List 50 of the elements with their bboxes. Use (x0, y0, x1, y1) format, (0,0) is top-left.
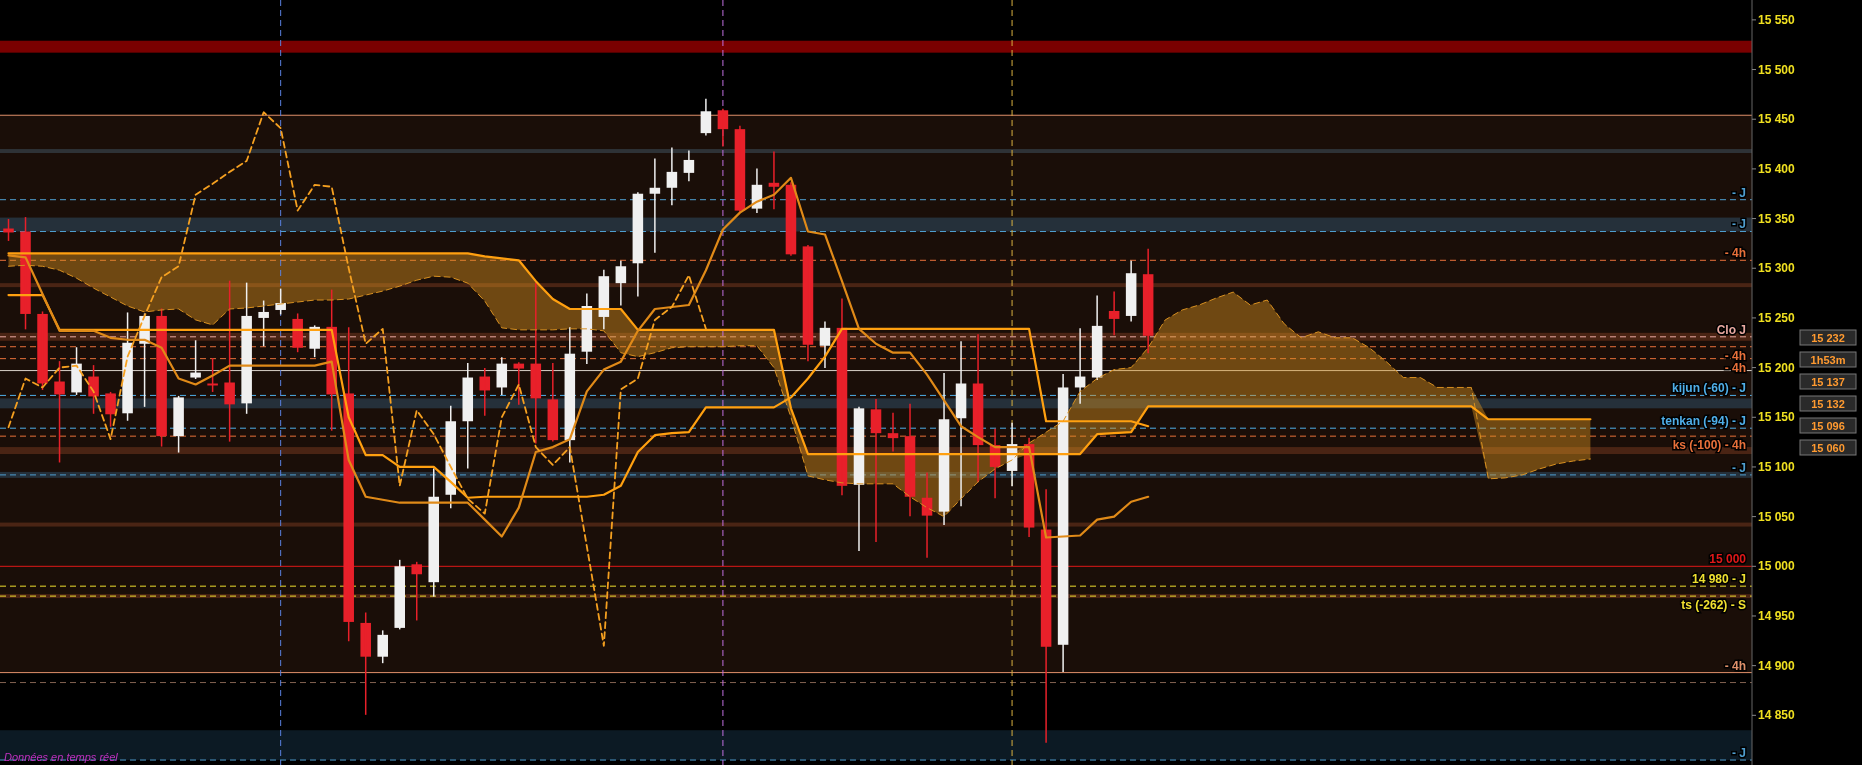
candlestick (156, 307, 167, 448)
y-tick-label: 15 250 (1758, 310, 1796, 325)
text: 15 060 (1811, 441, 1845, 454)
ref-line-label: 15 000 (1709, 552, 1747, 567)
candlestick (190, 339, 201, 380)
ref-line-label: - J (1731, 185, 1746, 200)
ref-line-label: - 4h (1724, 658, 1746, 673)
text: 15 232 (1811, 331, 1845, 344)
y-tick-label: 15 550 (1758, 12, 1796, 27)
candlestick (258, 299, 269, 347)
ref-line-label: - J (1731, 217, 1746, 232)
y-tick-label: 14 900 (1758, 658, 1796, 673)
y-tick-label: 15 150 (1758, 410, 1796, 425)
ref-line-label: - J (1731, 460, 1746, 475)
y-tick-label: 15 050 (1758, 509, 1796, 524)
text: 15 132 (1811, 397, 1845, 410)
ref-line-label: - J (1731, 746, 1746, 761)
ref-line-label: - 4h (1724, 246, 1746, 261)
line-series (7, 111, 707, 647)
y-tick-label: 15 350 (1758, 211, 1796, 226)
candlestick (224, 279, 235, 443)
annotation: Données en temps réel (4, 751, 119, 763)
y-tick-label: 15 450 (1758, 112, 1796, 127)
ref-line-label: kijun (-60) - J (1671, 381, 1746, 396)
candlestick (241, 281, 252, 415)
y-tick-label: 15 300 (1758, 261, 1796, 276)
y-tick-label: 15 000 (1758, 559, 1796, 574)
candlestick (394, 559, 405, 631)
candlestick (360, 611, 371, 716)
ref-line-label: ks (-100) - 4h (1672, 438, 1746, 453)
candlestick (173, 395, 184, 454)
candlestick (207, 357, 218, 393)
ref-line-label: tenkan (-94) - J (1661, 414, 1746, 429)
text: 1h53m (1810, 353, 1846, 366)
y-tick-label: 15 200 (1758, 360, 1796, 375)
y-tick-label: 15 100 (1758, 459, 1796, 474)
y-tick-label: 14 950 (1758, 608, 1796, 623)
candlestick (428, 467, 440, 598)
ref-line-label: 14 980 - J (1691, 572, 1746, 587)
ref-line-label: ts (-262) - S (1681, 598, 1746, 613)
candlestick (105, 391, 116, 428)
text: 15 096 (1811, 419, 1845, 432)
candlestick (37, 310, 48, 391)
y-tick-label: 14 850 (1758, 708, 1796, 723)
candlestick (411, 561, 423, 622)
ref-line-label: Clo J (1716, 322, 1746, 337)
y-tick-label: 15 500 (1758, 62, 1796, 77)
y-tick-label: 15 400 (1758, 161, 1796, 176)
text: 15 137 (1811, 375, 1845, 388)
candlestick (377, 629, 388, 664)
